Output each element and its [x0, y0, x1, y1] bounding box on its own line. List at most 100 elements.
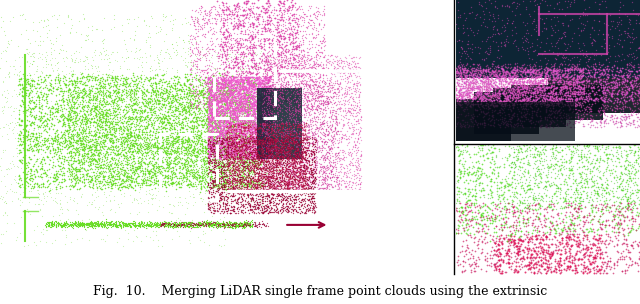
Point: [250, 174, 260, 179]
Point: [108, 182, 118, 187]
Point: [227, 169, 237, 174]
Point: [299, 67, 309, 72]
Point: [163, 88, 173, 93]
Point: [298, 184, 308, 189]
Point: [17, 93, 27, 98]
Point: [542, 85, 552, 90]
Point: [287, 158, 297, 163]
Point: [308, 187, 318, 192]
Point: [451, 68, 461, 73]
Point: [219, 83, 229, 88]
Point: [521, 95, 531, 99]
Point: [212, 143, 222, 148]
Point: [631, 158, 640, 163]
Point: [172, 100, 182, 105]
Point: [486, 190, 497, 195]
Point: [326, 63, 337, 68]
Point: [170, 223, 180, 228]
Point: [619, 90, 629, 95]
Point: [488, 104, 498, 109]
Point: [264, 146, 275, 151]
Point: [244, 151, 254, 156]
Point: [251, 178, 261, 183]
Point: [293, 6, 303, 11]
Point: [232, 112, 243, 117]
Point: [218, 111, 228, 116]
Point: [212, 116, 222, 120]
Point: [243, 57, 253, 62]
Point: [294, 149, 304, 154]
Point: [570, 96, 580, 101]
Point: [77, 154, 87, 158]
Point: [84, 222, 95, 226]
Point: [170, 161, 180, 165]
Point: [550, 145, 561, 150]
Point: [518, 109, 529, 114]
Point: [152, 151, 162, 156]
Point: [243, 147, 253, 152]
Point: [220, 91, 230, 95]
Point: [538, 146, 548, 151]
Point: [149, 136, 159, 141]
Point: [227, 151, 237, 156]
Point: [297, 172, 307, 177]
Point: [292, 66, 302, 71]
Point: [283, 146, 293, 151]
Point: [319, 170, 329, 175]
Point: [20, 108, 31, 113]
Point: [216, 85, 227, 90]
Point: [534, 80, 545, 85]
Point: [182, 155, 192, 160]
Point: [257, 187, 267, 192]
Point: [479, 95, 490, 100]
Point: [87, 221, 97, 226]
Point: [81, 38, 91, 43]
Point: [207, 97, 218, 102]
Point: [616, 69, 626, 74]
Point: [308, 59, 318, 64]
Point: [63, 174, 74, 179]
Point: [89, 115, 99, 120]
Point: [226, 144, 236, 149]
Point: [138, 224, 148, 229]
Point: [259, 150, 269, 155]
Point: [288, 168, 298, 173]
Point: [116, 98, 127, 102]
Point: [548, 80, 559, 85]
Point: [230, 226, 240, 230]
Point: [299, 157, 309, 162]
Point: [111, 153, 121, 157]
Point: [102, 149, 112, 154]
Point: [117, 171, 127, 176]
Point: [72, 130, 82, 135]
Point: [250, 144, 260, 149]
Point: [93, 173, 103, 178]
Point: [96, 224, 106, 229]
Point: [233, 222, 243, 226]
Point: [275, 71, 285, 76]
Point: [228, 188, 238, 192]
Point: [292, 166, 303, 171]
Point: [97, 125, 107, 130]
Point: [495, 71, 505, 76]
Point: [579, 214, 589, 219]
Point: [109, 222, 120, 227]
Point: [259, 123, 269, 128]
Point: [194, 106, 204, 111]
Point: [487, 156, 497, 161]
Point: [493, 86, 503, 91]
Point: [472, 246, 483, 250]
Point: [141, 223, 152, 227]
Point: [179, 104, 189, 109]
Point: [523, 90, 533, 95]
Point: [305, 195, 316, 200]
Point: [580, 217, 591, 222]
Point: [89, 140, 99, 145]
Point: [258, 112, 268, 117]
Point: [224, 191, 234, 195]
Point: [456, 217, 467, 222]
Point: [68, 222, 79, 227]
Point: [208, 148, 218, 153]
Point: [600, 79, 611, 84]
Point: [618, 74, 628, 79]
